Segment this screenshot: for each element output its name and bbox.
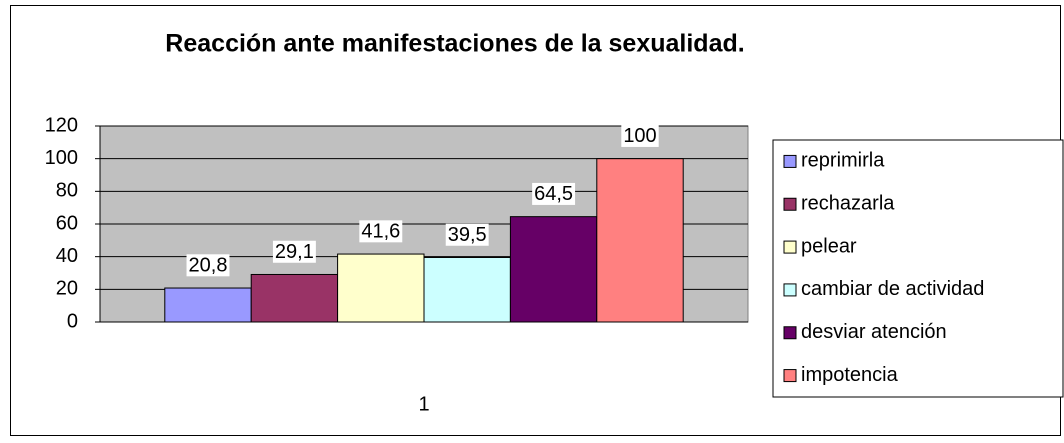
legend-box <box>772 139 1064 398</box>
y-tick-label: 0 <box>67 310 78 332</box>
value-label-bg <box>532 182 576 205</box>
y-tick-label: 40 <box>56 245 78 267</box>
legend-label: rechazarla <box>801 193 895 215</box>
value-label-bg <box>186 254 230 277</box>
x-tick-label: 1 <box>418 393 429 415</box>
y-tick-label: 100 <box>45 147 78 169</box>
legend-swatch <box>783 240 797 254</box>
y-tick-label: 20 <box>56 278 78 300</box>
legend-label: desviar atención <box>801 321 947 343</box>
legend-swatch <box>783 326 797 340</box>
value-label-bg <box>445 223 489 246</box>
value-label: 20,8 <box>189 254 228 276</box>
bar <box>250 273 339 323</box>
bar <box>509 216 598 323</box>
bar <box>337 253 425 323</box>
legend-swatch <box>783 197 797 211</box>
legend-label: reprimirla <box>801 150 885 172</box>
y-tick-label: 80 <box>56 180 78 202</box>
value-label-bg <box>359 220 403 243</box>
legend-swatch <box>783 369 797 383</box>
legend-label: pelear <box>801 235 857 257</box>
legend-swatch <box>783 154 797 168</box>
value-label: 100 <box>623 125 656 147</box>
value-label: 39,5 <box>448 224 487 246</box>
value-label: 41,6 <box>361 220 400 242</box>
value-label-bg <box>621 124 659 147</box>
legend-label: cambiar de actividad <box>801 278 984 300</box>
bar <box>596 158 684 323</box>
legend-swatch <box>783 283 797 297</box>
value-label: 29,1 <box>275 241 314 263</box>
y-tick-label: 60 <box>56 212 78 234</box>
bar <box>164 287 252 323</box>
y-tick-label: 120 <box>45 114 78 136</box>
value-label: 64,5 <box>534 183 573 205</box>
value-label-bg <box>272 240 316 263</box>
chart-title: Reacción ante manifestaciones de la sexu… <box>165 30 744 58</box>
bar <box>423 256 511 323</box>
legend-label: impotencia <box>801 364 899 386</box>
